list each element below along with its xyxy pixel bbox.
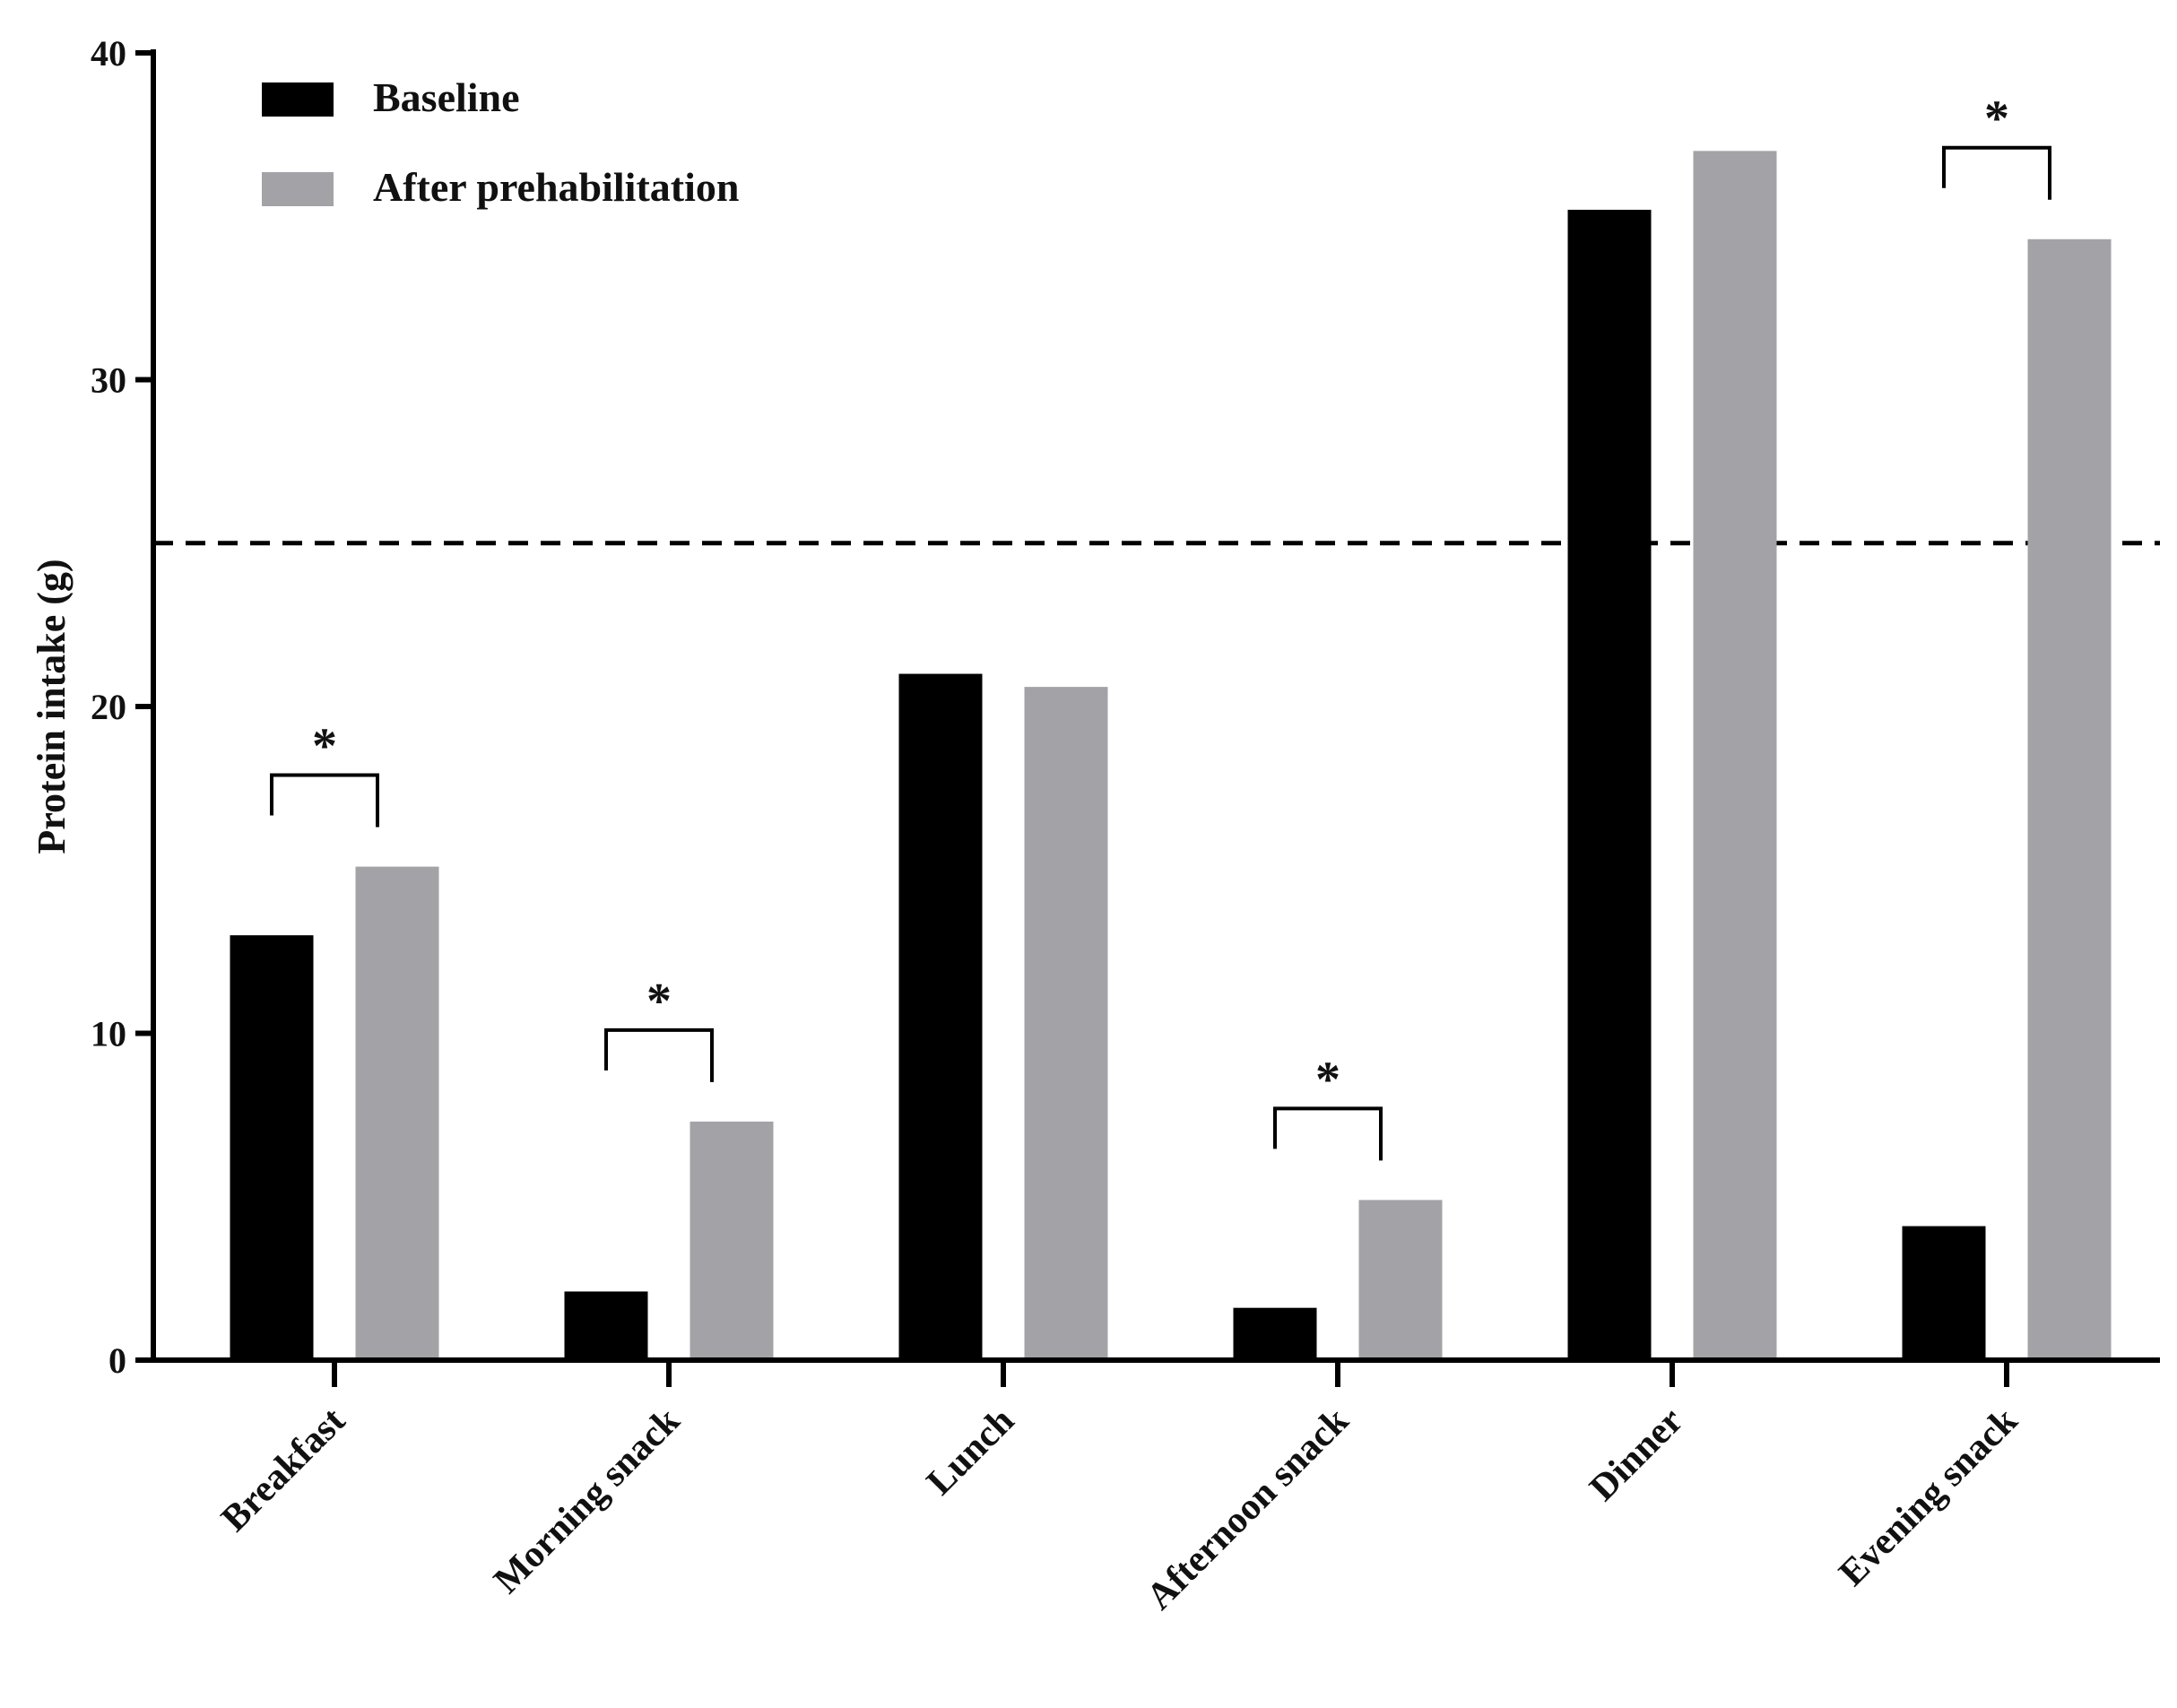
bar-after xyxy=(355,866,439,1357)
legend-swatch xyxy=(262,82,334,117)
bar-baseline xyxy=(564,1291,648,1357)
y-tick-label: 10 xyxy=(91,1014,126,1054)
significance-marker: * xyxy=(1315,1052,1340,1107)
legend-label: After prehabilitation xyxy=(373,164,739,210)
y-tick-label: 20 xyxy=(91,687,126,727)
x-tick-label: Afternoon snack xyxy=(1139,1400,1357,1617)
bar-baseline xyxy=(1233,1307,1317,1357)
significance-marker: * xyxy=(646,974,672,1029)
y-tick-label: 30 xyxy=(91,360,126,401)
y-axis-label: Protein intake (g) xyxy=(30,559,74,854)
y-tick-label: 40 xyxy=(91,33,126,74)
legend: Baseline After prehabilitation xyxy=(262,74,739,210)
x-tick-label: Morning snack xyxy=(486,1400,688,1601)
y-tick-label: 0 xyxy=(108,1340,126,1381)
x-tick-label: Breakfast xyxy=(213,1400,353,1540)
x-tick-label: Dinner xyxy=(1582,1400,1691,1510)
bar-after xyxy=(1024,687,1108,1357)
bar-baseline xyxy=(230,935,314,1357)
bar-after xyxy=(1693,151,1777,1358)
bar-after xyxy=(1358,1200,1443,1357)
bars xyxy=(230,151,2112,1358)
significance-bracket xyxy=(604,1027,714,1082)
legend-swatch xyxy=(262,172,334,206)
significance-bracket xyxy=(1273,1106,1383,1161)
legend-label: Baseline xyxy=(373,74,520,120)
bar-baseline xyxy=(1902,1226,1986,1357)
bar-baseline xyxy=(898,673,983,1357)
significance-marker: * xyxy=(1984,91,2009,147)
significance-bracket xyxy=(1942,145,2051,200)
bar-baseline xyxy=(1567,209,1652,1358)
x-tick-label: Lunch xyxy=(919,1400,1022,1504)
significance-bracket xyxy=(270,773,379,828)
axes: 0 10 20 30 40 Breakfast Morning snack Lunch Afte… xyxy=(91,33,2160,1617)
bar-after xyxy=(2027,238,2112,1357)
x-tick-label: Evening snack xyxy=(1832,1400,2026,1594)
bar-after xyxy=(690,1121,774,1357)
significance-brackets: * * * * xyxy=(270,91,2051,1161)
significance-marker: * xyxy=(312,719,337,775)
